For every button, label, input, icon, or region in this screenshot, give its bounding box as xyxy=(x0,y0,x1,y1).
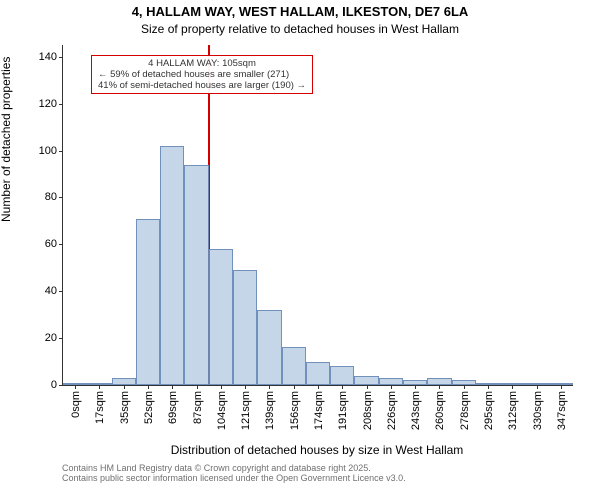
chart-subtitle: Size of property relative to detached ho… xyxy=(0,22,600,36)
y-tick-mark xyxy=(59,338,63,339)
x-tick-mark xyxy=(342,385,343,389)
x-axis-label: Distribution of detached houses by size … xyxy=(62,443,572,457)
histogram-bar xyxy=(184,165,208,385)
x-tick-mark xyxy=(318,385,319,389)
histogram-bar xyxy=(209,249,233,385)
histogram-bar xyxy=(112,378,136,385)
histogram-bar xyxy=(379,378,403,385)
x-tick-label: 121sqm xyxy=(238,391,252,430)
histogram-bar xyxy=(257,310,281,385)
x-tick-label: 104sqm xyxy=(214,391,228,430)
chart-title: 4, HALLAM WAY, WEST HALLAM, ILKESTON, DE… xyxy=(0,4,600,19)
x-tick-mark xyxy=(148,385,149,389)
x-tick-label: 330sqm xyxy=(530,391,544,430)
y-tick-mark xyxy=(59,291,63,292)
x-tick-label: 347sqm xyxy=(554,391,568,430)
x-tick-mark xyxy=(221,385,222,389)
x-tick-mark xyxy=(294,385,295,389)
x-tick-label: 208sqm xyxy=(360,391,374,430)
y-tick-mark xyxy=(59,151,63,152)
x-tick-label: 156sqm xyxy=(287,391,301,430)
histogram-bar xyxy=(354,376,378,385)
y-axis-label: Number of detached properties xyxy=(0,210,13,222)
histogram-bar xyxy=(233,270,257,385)
chart-container: 4, HALLAM WAY, WEST HALLAM, ILKESTON, DE… xyxy=(0,0,600,500)
x-tick-label: 69sqm xyxy=(165,391,179,424)
x-tick-label: 260sqm xyxy=(432,391,446,430)
x-tick-mark xyxy=(537,385,538,389)
x-tick-label: 52sqm xyxy=(141,391,155,424)
x-tick-mark xyxy=(75,385,76,389)
x-tick-mark xyxy=(245,385,246,389)
x-tick-label: 226sqm xyxy=(384,391,398,430)
x-tick-mark xyxy=(367,385,368,389)
plot-area: 4 HALLAM WAY: 105sqm ← 59% of detached h… xyxy=(62,45,573,386)
x-tick-label: 243sqm xyxy=(408,391,422,430)
x-tick-mark xyxy=(197,385,198,389)
x-tick-label: 87sqm xyxy=(190,391,204,424)
x-tick-mark xyxy=(488,385,489,389)
histogram-bar xyxy=(330,366,354,385)
histogram-bar xyxy=(160,146,184,385)
y-tick-mark xyxy=(59,385,63,386)
y-tick-mark xyxy=(59,197,63,198)
x-tick-label: 174sqm xyxy=(311,391,325,430)
x-tick-label: 17sqm xyxy=(92,391,106,424)
x-tick-mark xyxy=(415,385,416,389)
y-tick-mark xyxy=(59,57,63,58)
x-tick-mark xyxy=(512,385,513,389)
x-tick-mark xyxy=(464,385,465,389)
x-tick-mark xyxy=(99,385,100,389)
histogram-bar xyxy=(282,347,306,385)
x-tick-label: 139sqm xyxy=(262,391,276,430)
x-tick-label: 191sqm xyxy=(335,391,349,430)
x-tick-mark xyxy=(391,385,392,389)
annotation-line-3: 41% of semi-detached houses are larger (… xyxy=(98,80,306,91)
x-tick-label: 278sqm xyxy=(457,391,471,430)
x-tick-mark xyxy=(439,385,440,389)
annotation-box: 4 HALLAM WAY: 105sqm ← 59% of detached h… xyxy=(91,55,313,94)
x-tick-label: 35sqm xyxy=(117,391,131,424)
annotation-line-1: 4 HALLAM WAY: 105sqm xyxy=(98,58,306,69)
histogram-bar xyxy=(136,219,160,385)
x-tick-label: 312sqm xyxy=(505,391,519,430)
x-tick-mark xyxy=(561,385,562,389)
histogram-bar xyxy=(306,362,330,385)
attribution: Contains HM Land Registry data © Crown c… xyxy=(62,463,406,483)
y-tick-mark xyxy=(59,244,63,245)
histogram-bar xyxy=(427,378,451,385)
x-tick-mark xyxy=(269,385,270,389)
annotation-line-2: ← 59% of detached houses are smaller (27… xyxy=(98,69,306,80)
x-tick-label: 0sqm xyxy=(68,391,82,418)
x-tick-label: 295sqm xyxy=(481,391,495,430)
x-tick-mark xyxy=(124,385,125,389)
attribution-line-1: Contains HM Land Registry data © Crown c… xyxy=(62,463,406,473)
y-tick-mark xyxy=(59,104,63,105)
attribution-line-2: Contains public sector information licen… xyxy=(62,473,406,483)
x-tick-mark xyxy=(172,385,173,389)
